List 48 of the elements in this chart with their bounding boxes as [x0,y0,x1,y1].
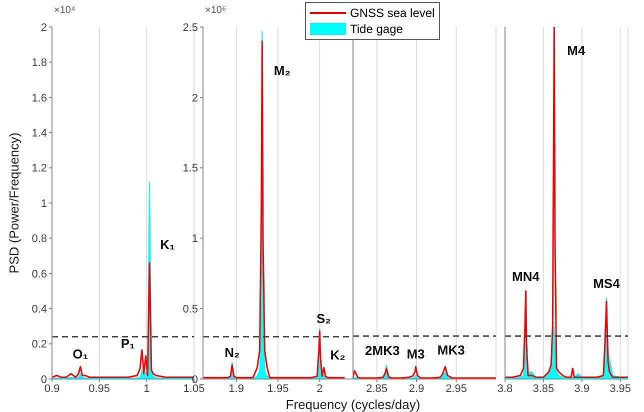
x-tick-label: 3.9 [574,382,590,395]
legend-label: GNSS sea level [350,5,435,21]
annotation: K₁ [160,236,175,252]
x-tick-label: 1 [144,382,150,395]
y-tick-label: 0.4 [32,304,47,316]
legend-label: Tide gage [350,21,403,37]
y-tick-label: 1 [40,198,47,210]
y-tick-label: 0.8 [32,233,47,246]
x-tick-label: 2 [316,382,323,395]
y-tick-label: 2 [40,22,47,34]
x-tick-label: 2.85 [366,382,388,395]
annotation: P₁ [120,336,135,351]
annotation: M4 [567,43,586,58]
y-tick-label: 1 [192,233,198,246]
y-tick-label: 2 [192,92,198,104]
y-tick-label: 2.5 [182,22,198,34]
annotation: N₂ [224,344,240,360]
x-tick-label: 3.95 [610,382,632,395]
y-tick-label: 0.5 [182,304,198,316]
annotation: MS4 [593,276,621,292]
x-tick-label: 1.95 [267,382,289,395]
text: ×10⁶ [205,5,226,16]
text: ×10⁴ [54,5,76,16]
annotation: MN4 [512,269,540,284]
x-tick-label: 2.9 [408,382,424,395]
y-tick-label: 1.2 [32,162,47,175]
y-tick-label: 0 [40,374,47,386]
x-tick-label: 3.85 [532,382,554,395]
x-tick-label: 0.95 [88,382,110,395]
y-tick-label: 1.4 [32,128,47,140]
annotation: S₂ [316,311,332,326]
x-tick-label: 1.9 [228,382,244,395]
y-tick-label: 1.8 [32,57,47,70]
y-tick-label: 0.6 [32,268,47,280]
annotation: M₂ [274,63,291,78]
x-tick-label: 3.8 [497,382,513,395]
annotation: MK3 [437,342,465,358]
annotation: O₁ [72,346,88,362]
x-tick-label: 2.95 [446,382,467,395]
y-axis-title: PSD (Power/Frequency) [6,132,22,274]
y-tick-label: 0.2 [32,338,47,351]
annotation: M3 [406,346,425,362]
x-tick-label: 0.9 [44,382,60,395]
y-tick-label: 1.5 [182,162,198,175]
annotation: 2MK3 [365,342,400,358]
annotation: K₂ [330,348,346,363]
y-tick-label: 1.6 [32,92,47,104]
x-axis-title: Frequency (cycles/day) [286,397,420,412]
